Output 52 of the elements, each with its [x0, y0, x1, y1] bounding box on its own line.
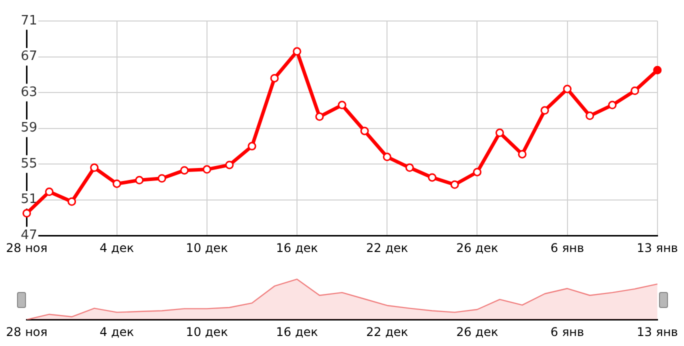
x-tick-label: 16 дек	[276, 240, 318, 255]
y-tick-label: 63	[20, 84, 38, 100]
point	[586, 112, 594, 120]
x-tick-label: 26 дек	[456, 240, 498, 255]
point	[112, 179, 122, 188]
point	[540, 106, 550, 115]
point	[360, 126, 369, 136]
point	[90, 163, 99, 172]
point	[518, 150, 526, 158]
x-tick-label: 13 янв	[636, 240, 678, 255]
point	[563, 84, 572, 94]
point	[225, 160, 234, 170]
point	[495, 128, 504, 138]
point	[405, 163, 414, 172]
x-tick-label: 13 янв	[636, 324, 678, 339]
point	[202, 165, 212, 174]
y-tick-label: 59	[20, 120, 38, 136]
y-tick-label: 47	[20, 228, 38, 243]
point	[270, 74, 279, 82]
y-tick-label: 51	[20, 192, 38, 208]
y-tick-label: 55	[20, 156, 38, 172]
point	[338, 100, 346, 110]
point	[68, 197, 76, 206]
x-tick-label: 4 дек	[100, 240, 134, 255]
point	[608, 100, 617, 110]
point	[428, 173, 436, 182]
point	[653, 66, 662, 74]
x-tick-label: 10 дек	[186, 324, 228, 339]
x-tick-label: 28 ноя	[6, 240, 48, 255]
x-tick-label: 6 янв	[550, 240, 584, 255]
x-tick-label: 26 дек	[456, 324, 498, 339]
point	[315, 112, 324, 121]
x-tick-label: 28 ноя	[6, 324, 48, 339]
x-tick-label: 16 дек	[276, 324, 318, 339]
point	[135, 176, 144, 184]
x-tick-label: 4 дек	[100, 324, 134, 339]
point	[158, 174, 166, 183]
point	[292, 47, 302, 56]
point	[248, 142, 256, 150]
point	[472, 168, 482, 176]
point	[382, 152, 392, 162]
y-tick-label: 71	[20, 13, 38, 28]
x-tick-label: 22 дек	[366, 240, 408, 255]
x-tick-label: 22 дек	[366, 324, 408, 339]
point	[180, 166, 189, 175]
y-tick-label: 67	[20, 49, 38, 64]
x-tick-label: 6 янв	[550, 324, 584, 339]
point	[450, 180, 459, 189]
x-tick-label: 10 дек	[186, 240, 228, 255]
point	[630, 86, 640, 95]
point	[22, 208, 31, 218]
point	[45, 188, 54, 196]
